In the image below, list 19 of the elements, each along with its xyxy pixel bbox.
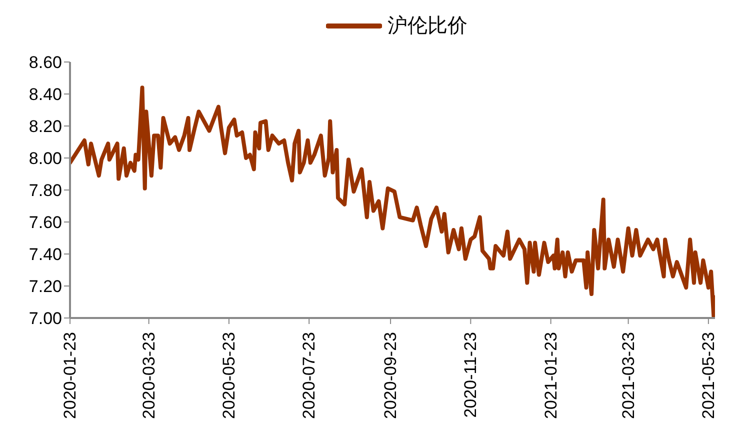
legend-label: 沪伦比价	[388, 14, 468, 39]
x-tick-label: 2020-11-23	[461, 332, 480, 418]
x-tick-label: 2020-09-23	[381, 332, 400, 419]
y-tick-label: 7.00	[28, 309, 62, 328]
x-tick-label: 2021-01-23	[541, 332, 560, 419]
y-tick-label: 7.20	[28, 277, 62, 296]
y-tick-label: 7.60	[28, 213, 62, 232]
x-tick-label: 2021-03-23	[618, 332, 638, 419]
x-tick-label: 2020-07-23	[300, 332, 319, 419]
x-tick-label: 2020-01-23	[60, 332, 80, 419]
x-tick-label: 2020-05-23	[219, 332, 238, 419]
x-tick-label: 2021-05-23	[698, 332, 718, 419]
y-tick-label: 7.80	[28, 181, 62, 200]
y-tick-label: 8.40	[28, 85, 62, 104]
y-tick-label: 8.60	[28, 53, 62, 72]
y-tick-label: 8.00	[28, 149, 62, 168]
x-tick-label: 2020-03-23	[139, 332, 158, 419]
y-tick-label: 7.40	[28, 245, 62, 264]
y-tick-label: 8.20	[28, 117, 62, 136]
